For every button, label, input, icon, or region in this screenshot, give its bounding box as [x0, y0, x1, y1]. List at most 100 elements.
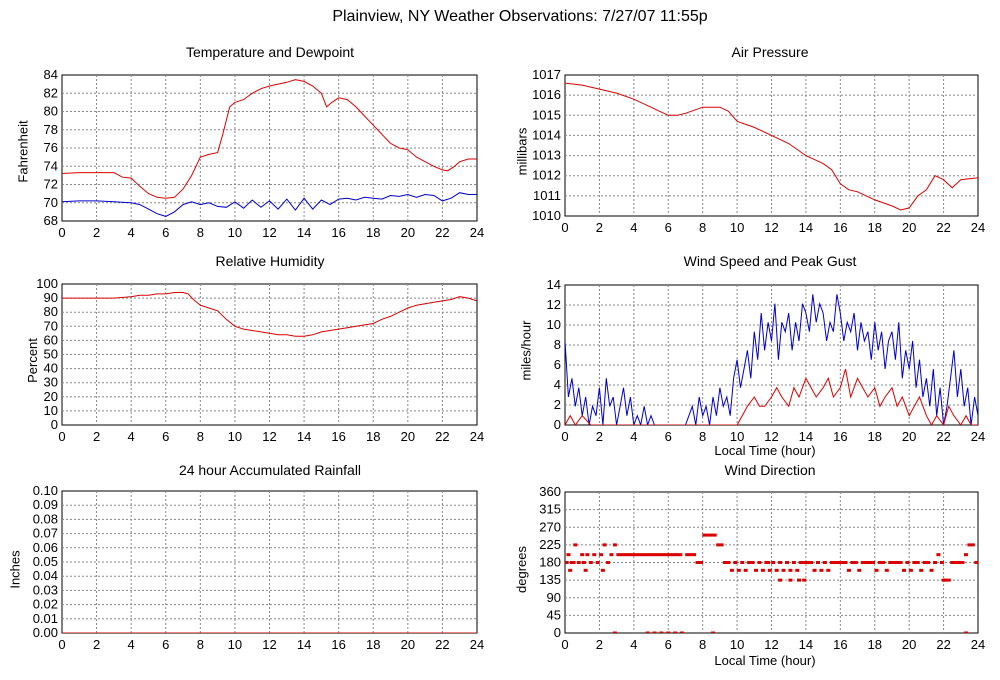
data-point [580, 553, 585, 557]
x-tick-label: 4 [128, 429, 135, 444]
y-tick-label: 12 [547, 297, 561, 312]
x-tick-label: 12 [262, 225, 276, 240]
data-point [609, 553, 614, 557]
data-point [630, 553, 635, 557]
data-point [633, 553, 638, 557]
data-point [723, 561, 728, 564]
data-point [891, 561, 896, 564]
y-tick-label: 0.07 [33, 526, 58, 541]
x-tick-label: 8 [197, 429, 204, 444]
y-tick-label: 80 [44, 304, 58, 319]
data-point [805, 561, 810, 564]
data-point [612, 543, 617, 547]
air-pressure-panel: Air Pressure millibars 0 2 4 6 8 10 12 14 16 18 20… [500, 44, 1000, 249]
y-tick-label: 0.06 [33, 540, 58, 555]
y-tick-label: 0.09 [33, 497, 58, 512]
data-point [798, 561, 803, 564]
x-tick-label: 14 [799, 637, 813, 652]
x-tick-label: 4 [128, 637, 135, 652]
x-tick-label: 12 [764, 220, 778, 235]
y-tick-label: 70 [44, 318, 58, 333]
x-tick-label: 14 [297, 429, 311, 444]
series-line-1 [565, 368, 978, 425]
pressure-chart: 0 2 4 6 8 10 12 14 16 18 20 22 241010101110121013101… [532, 67, 985, 235]
data-point [585, 553, 590, 557]
data-point [619, 553, 624, 557]
data-point [667, 553, 672, 557]
data-point [809, 561, 814, 564]
page-title: Plainview, NY Weather Observations: 7/27… [332, 8, 708, 25]
data-point [960, 561, 965, 564]
data-point [606, 561, 611, 564]
data-point [778, 561, 783, 564]
data-point [664, 553, 669, 557]
y-tick-label: 1013 [532, 148, 561, 163]
data-point [757, 561, 762, 564]
y-tick-label: 0.04 [33, 568, 58, 583]
y-tick-label: 84 [44, 67, 58, 82]
x-tick-label: 4 [630, 429, 637, 444]
data-point [778, 578, 783, 582]
data-point [929, 568, 934, 572]
y-tick-label: 4 [554, 377, 561, 392]
x-tick-label: 22 [936, 429, 950, 444]
data-point [709, 533, 714, 537]
chart-title: Air Pressure [731, 44, 809, 60]
data-point [871, 561, 876, 564]
data-point [926, 561, 931, 564]
x-tick-label: 12 [262, 429, 276, 444]
data-point [864, 561, 869, 564]
data-point [671, 553, 676, 557]
y-tick-label: 60 [44, 332, 58, 347]
x-tick-label: 24 [971, 220, 985, 235]
x-tick-label: 12 [262, 637, 276, 652]
data-point [970, 543, 975, 547]
x-tick-label: 6 [665, 429, 672, 444]
data-point [754, 568, 759, 572]
y-tick-label: 225 [539, 537, 561, 552]
data-point [599, 553, 604, 557]
data-point [946, 578, 951, 582]
x-tick-label: 18 [366, 637, 380, 652]
data-point [736, 568, 741, 572]
data-point [957, 561, 962, 564]
chart-title: Temperature and Dewpoint [185, 44, 355, 60]
data-point [853, 561, 858, 564]
y-tick-label: 0.10 [33, 483, 58, 498]
y-tick-label: 1016 [532, 87, 561, 102]
series-line-1 [62, 192, 477, 217]
x-tick-label: 10 [730, 220, 744, 235]
x-tick-label: 8 [699, 220, 706, 235]
y-tick-label: 0.05 [33, 554, 58, 569]
x-tick-label: 12 [764, 637, 778, 652]
data-point [674, 553, 679, 557]
chart-title: Wind Speed and Peak Gust [683, 253, 857, 269]
y-tick-label: 135 [539, 572, 561, 587]
data-point [791, 561, 796, 564]
data-point [747, 561, 752, 564]
y-tick-label: 1012 [532, 168, 561, 183]
y-tick-label: 0.08 [33, 511, 58, 526]
data-point [566, 553, 571, 557]
y-tick-label: 78 [44, 122, 58, 137]
data-point [616, 553, 621, 557]
data-point [902, 568, 907, 572]
data-point [673, 631, 678, 633]
x-tick-label: 18 [868, 429, 882, 444]
y-tick-label: 50 [44, 347, 58, 362]
x-tick-label: 20 [902, 220, 916, 235]
relative-humidity-panel: Relative Humidity Percent 0 2 4 6 8 10 12 14 16 1… [0, 253, 500, 458]
x-tick-label: 2 [596, 637, 603, 652]
data-point [950, 561, 955, 564]
data-point [743, 568, 748, 572]
data-point [774, 568, 779, 572]
x-tick-label: 2 [93, 225, 100, 240]
data-point [936, 553, 941, 557]
data-point [912, 561, 917, 564]
y-tick-label: 8 [554, 337, 561, 352]
y-tick-label: 0.01 [33, 611, 58, 626]
data-point [588, 561, 593, 564]
y-tick-label: 82 [44, 85, 58, 100]
data-point [733, 561, 738, 564]
data-point [877, 561, 882, 564]
